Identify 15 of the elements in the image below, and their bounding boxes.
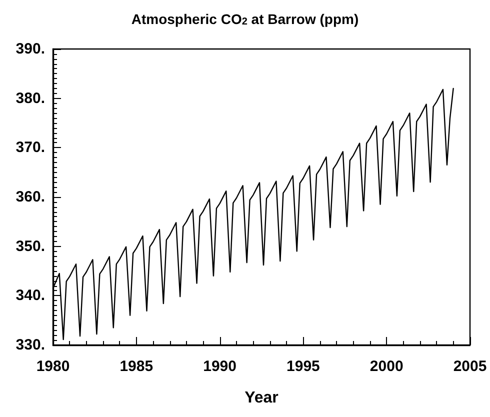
chart-title: Atmospheric CO2 at Barrow (ppm)	[131, 11, 359, 28]
y-tick-label: 370.	[16, 139, 45, 156]
x-tick-label: 1990	[203, 358, 236, 375]
x-tick-label: 1980	[36, 358, 70, 375]
y-tick-label: 380.	[16, 90, 45, 107]
x-tick-label: 1995	[286, 358, 320, 375]
x-axis-title: Year	[244, 390, 278, 406]
y-tick-label: 390.	[16, 40, 45, 58]
x-tick-label: 2005	[453, 358, 487, 375]
y-tick-label: 340.	[16, 287, 45, 304]
y-tick-label: 330.	[16, 336, 45, 354]
y-tick-label: 360.	[16, 188, 45, 206]
x-tick-label: 2000	[370, 358, 404, 375]
x-tick-label: 1985	[120, 358, 154, 375]
y-tick-label: 350.	[16, 238, 45, 255]
